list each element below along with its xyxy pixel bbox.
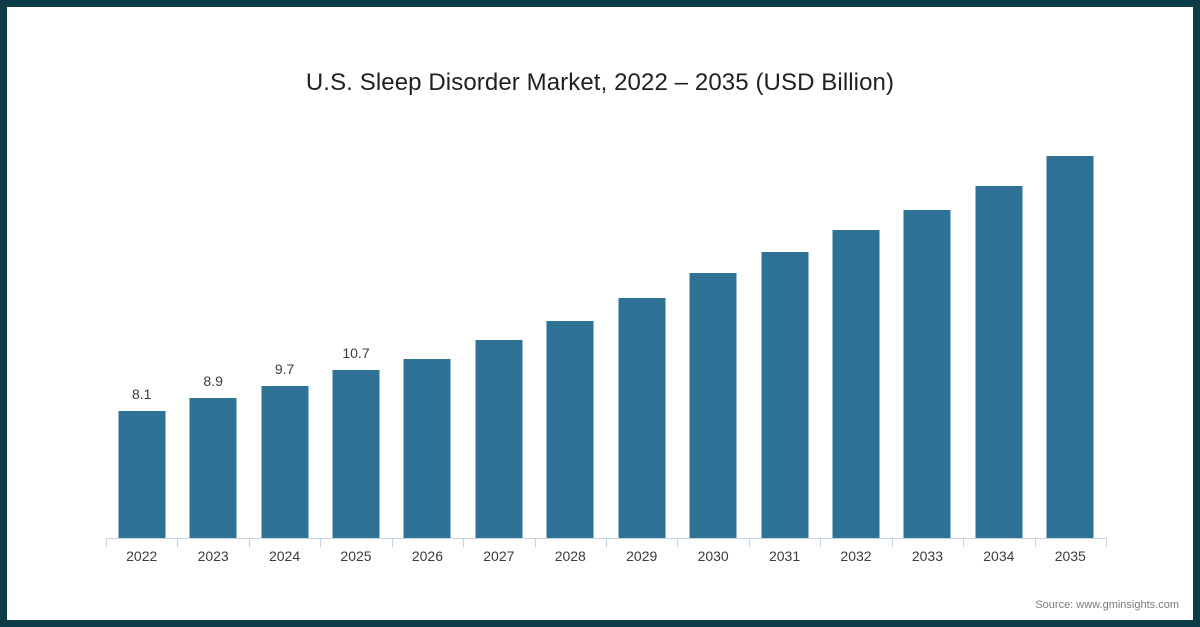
bar[interactable] <box>832 230 880 538</box>
bar[interactable] <box>546 321 594 538</box>
bar[interactable] <box>1046 156 1094 538</box>
x-axis-tick-label: 2023 <box>197 548 229 564</box>
x-axis-tick <box>391 538 393 547</box>
bar-group <box>392 117 463 538</box>
x-axis-tick-label: 2031 <box>768 548 801 564</box>
bar-value-label: 8.1 <box>131 385 152 402</box>
bar[interactable] <box>332 369 380 538</box>
bar-group: 8.9 <box>177 117 248 538</box>
bar-group <box>535 117 606 538</box>
x-axis-tick-label: 2022 <box>126 548 158 564</box>
bar-group: 8.1 <box>106 117 177 538</box>
bar-group <box>606 117 677 538</box>
bar-group <box>463 117 534 538</box>
bar-group <box>749 117 820 538</box>
x-axis-tick <box>248 538 250 547</box>
x-axis-tick-label: 2024 <box>268 548 301 564</box>
x-axis-tick-label: 2027 <box>483 548 515 564</box>
chart-title: U.S. Sleep Disorder Market, 2022 – 2035 … <box>305 69 895 96</box>
bar[interactable] <box>403 358 451 538</box>
x-axis-tick <box>677 538 679 547</box>
bar-group <box>820 117 891 538</box>
x-axis-tick <box>106 538 107 547</box>
bar-value-label: 10.7 <box>342 344 370 361</box>
x-axis-tick <box>891 538 893 547</box>
bar-group <box>892 117 963 538</box>
x-axis-tick-label: 2030 <box>697 548 729 564</box>
bar[interactable] <box>975 186 1023 538</box>
bar-value-label: 8.9 <box>203 373 223 390</box>
bar[interactable] <box>118 410 166 538</box>
bar[interactable] <box>689 272 737 538</box>
x-axis-tick <box>963 538 965 547</box>
x-axis-tick-label: 2035 <box>1054 548 1086 564</box>
x-axis-tick <box>534 538 536 547</box>
bar-group <box>1035 117 1106 538</box>
bar[interactable] <box>761 252 809 538</box>
x-axis-tick <box>606 538 607 547</box>
bar[interactable] <box>189 398 237 538</box>
x-axis-tick <box>748 538 750 547</box>
x-axis-tick <box>1034 538 1036 547</box>
bar[interactable] <box>475 340 523 538</box>
x-axis-tick <box>463 538 465 547</box>
x-axis-tick-label: 2033 <box>911 548 943 564</box>
x-axis-tick <box>1106 538 1107 547</box>
bar-group: 9.7 <box>249 117 320 538</box>
bar-value-label: 9.7 <box>274 360 295 377</box>
x-axis-tick <box>820 538 822 547</box>
bar-group <box>963 117 1034 538</box>
source-note: Source: www.gminsights.com <box>1035 599 1179 611</box>
plot-area: 8.1 8.9 9.7 10.7 <box>106 117 1106 538</box>
bar-group: 10.7 <box>320 117 391 538</box>
x-axis-tick <box>320 538 322 547</box>
bar[interactable] <box>618 297 666 538</box>
x-axis-tick-label: 2034 <box>983 548 1015 564</box>
x-axis-tick-label: 2025 <box>340 548 372 564</box>
bar-group <box>677 117 748 538</box>
bar[interactable] <box>261 385 309 538</box>
x-axis-tick-label: 2029 <box>626 548 658 564</box>
x-axis-tick-label: 2028 <box>554 548 586 564</box>
x-axis-tick-label: 2032 <box>840 548 872 564</box>
x-axis-tick-label: 2026 <box>411 548 443 564</box>
bar[interactable] <box>903 209 951 538</box>
x-axis-tick <box>177 538 179 547</box>
